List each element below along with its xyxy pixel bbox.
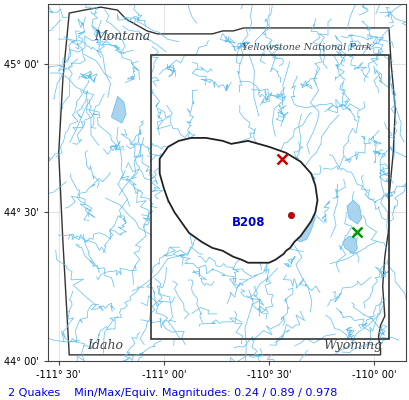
Bar xyxy=(151,55,388,338)
Text: Wyoming: Wyoming xyxy=(323,339,382,352)
Polygon shape xyxy=(279,188,315,242)
Polygon shape xyxy=(346,200,361,224)
Polygon shape xyxy=(342,236,357,254)
Text: Yellowstone National Park: Yellowstone National Park xyxy=(241,43,371,52)
Text: 2 Quakes    Min/Max/Equiv. Magnitudes: 0.24 / 0.89 / 0.978: 2 Quakes Min/Max/Equiv. Magnitudes: 0.24… xyxy=(8,388,337,398)
Text: B208: B208 xyxy=(231,216,264,229)
Text: Idaho: Idaho xyxy=(87,339,123,352)
Polygon shape xyxy=(111,96,126,123)
Text: Montana: Montana xyxy=(94,30,150,43)
Polygon shape xyxy=(58,7,394,355)
Polygon shape xyxy=(159,138,317,263)
Polygon shape xyxy=(237,242,256,263)
